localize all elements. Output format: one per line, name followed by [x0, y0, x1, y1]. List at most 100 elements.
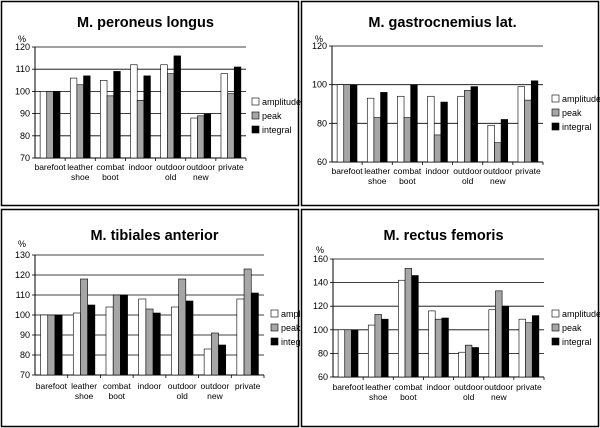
category-label-line: outdoor: [186, 162, 215, 172]
category-label-line: old: [165, 172, 177, 182]
bar-amplitude-outdoor-new: [487, 124, 495, 163]
bar-amplitude-private: [518, 318, 526, 378]
bar-integral-indoor: [143, 75, 151, 159]
category-label-line: combat: [393, 166, 422, 176]
bar-integral-leather-shoe: [87, 304, 96, 376]
bar-integral-outdoor-new: [218, 344, 227, 376]
bar-peak-leather-shoe: [373, 117, 381, 163]
chart-title: M. rectus femoris: [383, 228, 503, 244]
category-label-line: new: [207, 391, 223, 401]
legend-label-amplitude: amplitude: [262, 97, 301, 107]
legend-label-integral: integral: [281, 337, 311, 347]
legend-swatch-peak: [270, 323, 279, 332]
bar-amplitude-combat-boot: [100, 80, 108, 159]
bar-integral-leather-shoe: [381, 318, 389, 378]
bar-integral-outdoor-new: [501, 305, 510, 378]
bar-peak-outdoor-old: [464, 90, 472, 163]
bar-peak-private: [525, 322, 533, 378]
category-label-indoor: indoor: [426, 166, 450, 176]
bar-peak-indoor: [434, 318, 443, 378]
bar-peak-leather-shoe: [80, 278, 88, 376]
bar-amplitude-barefoot: [39, 91, 48, 159]
category-label-line: outdoor: [483, 166, 512, 176]
bar-amplitude-combat-boot: [397, 95, 405, 163]
category-label-leather-shoe: leather shoe: [365, 382, 391, 402]
bar-amplitude-outdoor-old: [458, 351, 466, 378]
category-label-private: private: [235, 381, 261, 391]
bar-amplitude-outdoor-new: [190, 117, 198, 159]
bar-peak-combat-boot: [112, 294, 121, 376]
bar-peak-outdoor-old: [167, 73, 175, 159]
category-label-barefoot: barefoot: [331, 166, 363, 176]
bar-peak-combat-boot: [106, 95, 114, 159]
y-tick-label: 90: [20, 330, 30, 340]
legend-swatch-integral: [251, 125, 260, 134]
category-label-line: private: [515, 166, 541, 176]
bar-amplitude-indoor: [130, 64, 138, 159]
category-label-line: barefoot: [34, 162, 66, 172]
y-tick-label: 90: [20, 109, 30, 119]
legend-label-integral: integral: [562, 122, 592, 132]
bar-peak-indoor: [136, 99, 145, 159]
category-label-line: old: [463, 392, 475, 402]
bar-integral-outdoor-old: [471, 347, 479, 378]
category-label-line: private: [218, 162, 244, 172]
bar-peak-private: [243, 268, 252, 376]
y-tick-label: 100: [15, 86, 30, 96]
bar-amplitude-private: [517, 86, 525, 163]
y-tick-label: 100: [15, 310, 30, 320]
category-label-outdoor-new: outdoor new: [186, 162, 215, 182]
category-label-line: barefoot: [331, 166, 363, 176]
bar-peak-indoor: [145, 308, 154, 376]
chart-panel-4: M. rectus femoris% 60 80 100 120 140 160 barefo…: [300, 208, 600, 428]
category-label-line: outdoor: [201, 381, 230, 391]
bar-integral-private: [530, 80, 539, 163]
category-label-line: outdoor: [454, 382, 483, 392]
legend-label-amplitude: amplitude: [281, 309, 320, 319]
y-tick-label: 120: [312, 41, 327, 51]
legend-swatch-amplitude: [551, 309, 560, 318]
category-label-combat-boot: combat boot: [103, 381, 132, 401]
bar-amplitude-indoor: [138, 298, 147, 376]
legend-label-peak: peak: [262, 111, 282, 121]
bar-amplitude-outdoor-old: [160, 64, 168, 159]
category-label-line: old: [177, 391, 189, 401]
bar-integral-barefoot: [53, 91, 61, 159]
category-label-indoor: indoor: [427, 382, 451, 392]
category-label-line: barefoot: [36, 381, 68, 391]
legend-label-peak: peak: [562, 108, 582, 118]
chart-title: M. peroneus longus: [77, 15, 214, 31]
y-tick-label: 80: [318, 348, 328, 358]
category-label-line: combat: [103, 381, 132, 391]
chart-panel-1: M. peroneus longus% 70 80 90 100 110 120 barefo…: [0, 0, 301, 207]
y-tick-label: 140: [313, 278, 328, 288]
category-label-line: boot: [102, 172, 119, 182]
category-label-barefoot: barefoot: [332, 382, 364, 392]
category-label-line: indoor: [138, 381, 162, 391]
y-tick-label: 80: [20, 350, 30, 360]
legend-swatch-peak: [551, 108, 560, 117]
bar-integral-barefoot: [350, 84, 358, 163]
category-label-line: shoe: [369, 392, 388, 402]
bar-peak-outdoor-new: [495, 290, 503, 378]
category-label-line: combat: [96, 162, 125, 172]
category-label-private: private: [516, 382, 542, 392]
bar-integral-combat-boot: [410, 84, 418, 163]
bar-integral-combat-boot: [411, 275, 419, 378]
category-label-line: leather: [71, 381, 97, 391]
category-label-line: boot: [400, 392, 417, 402]
y-tick-label: 160: [313, 254, 328, 264]
category-label-line: boot: [399, 176, 416, 186]
bar-amplitude-indoor: [427, 95, 435, 163]
category-label-private: private: [218, 162, 244, 172]
bar-peak-leather-shoe: [76, 84, 84, 159]
category-label-line: boot: [109, 391, 126, 401]
legend-label-amplitude: amplitude: [562, 94, 600, 104]
category-label-outdoor-new: outdoor new: [201, 381, 230, 401]
legend-label-amplitude: amplitude: [562, 309, 600, 319]
category-label-outdoor-old: outdoor old: [156, 162, 185, 182]
category-label-line: outdoor: [156, 162, 185, 172]
category-label-line: new: [491, 392, 507, 402]
category-label-line: leather: [67, 162, 93, 172]
